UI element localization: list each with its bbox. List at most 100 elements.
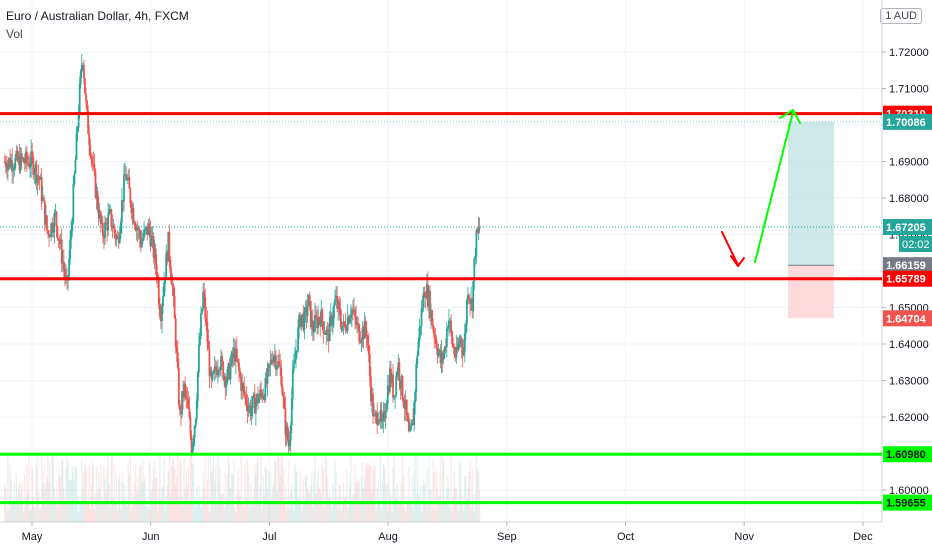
candle-body (262, 396, 265, 399)
candle-body (290, 397, 293, 426)
support-price-tag-bg (883, 270, 932, 287)
candle-body (463, 333, 466, 352)
candle-body (434, 337, 437, 339)
candle-body (68, 258, 71, 276)
candle-body (470, 299, 473, 304)
volume-bar (80, 501, 82, 522)
volume-bar (68, 479, 70, 522)
candle-body (451, 331, 454, 345)
candle-body (98, 211, 101, 219)
candle-body (136, 227, 139, 231)
volume-bar (81, 459, 83, 522)
candle-body (258, 397, 260, 403)
candle-body (186, 397, 189, 399)
volume-bar (374, 466, 376, 522)
volume-bar (267, 471, 270, 522)
candle-body (403, 405, 406, 410)
volume-bar (312, 507, 314, 522)
volume-bar (376, 487, 378, 522)
currency-unit-button[interactable]: 1 AUD (880, 8, 922, 24)
candle-body (145, 226, 148, 230)
candle-body (359, 342, 362, 344)
candle-body (126, 178, 129, 181)
volume-bar (353, 492, 355, 522)
volume-bar (300, 499, 302, 522)
volume-bar (66, 457, 68, 522)
volume-bar (146, 506, 148, 522)
candle-body (355, 317, 358, 325)
volume-bar (360, 476, 363, 522)
volume-bar (228, 462, 231, 522)
volume-bar (422, 479, 425, 522)
volume-bar (402, 474, 405, 522)
volume-bar (71, 466, 73, 522)
candle-body (304, 307, 307, 312)
volume-bar (118, 479, 120, 522)
candle-body (3, 161, 6, 163)
candle-body (387, 385, 390, 392)
candle-body (59, 239, 62, 244)
candle-body (211, 372, 214, 380)
volume-bar (217, 457, 219, 522)
volume-bar (359, 504, 362, 522)
volume-bar (333, 501, 335, 522)
candle-body (85, 93, 87, 102)
volume-bar (247, 473, 250, 522)
candle-body (113, 225, 116, 233)
candle-body (51, 223, 54, 233)
candle-body (45, 215, 47, 225)
volume-bar (91, 462, 94, 522)
candle-body (208, 348, 211, 376)
volume-bar (361, 462, 364, 522)
volume-bar (320, 494, 322, 522)
candle-body (388, 368, 391, 392)
candle-body (204, 297, 207, 319)
volume-bar (105, 491, 107, 522)
candle-body (334, 299, 336, 305)
candle-body (391, 374, 393, 384)
candle-body (417, 341, 420, 356)
volume-bar (135, 491, 138, 522)
volume-bar (83, 472, 85, 522)
candle-body (348, 318, 351, 323)
candle-body (77, 114, 80, 128)
candle-body (270, 359, 273, 363)
volume-bar (239, 496, 241, 522)
candle-body (34, 164, 37, 174)
volume-bar (352, 494, 354, 522)
volume-bar (115, 475, 118, 522)
volume-bar (377, 479, 379, 522)
candle-body (251, 396, 254, 408)
candle-body (196, 371, 199, 401)
volume-bar (58, 477, 61, 522)
candle-body (246, 404, 249, 412)
volume-bar (229, 487, 232, 522)
volume-bar (203, 488, 205, 522)
volume-bar (325, 459, 328, 522)
candle-body (184, 383, 187, 390)
candle-body (195, 400, 198, 419)
volume-bar (93, 509, 96, 522)
candle-body (152, 236, 155, 258)
candle-body (437, 351, 440, 356)
candle-body (366, 336, 369, 346)
volume-bar (313, 471, 315, 522)
candle-body (30, 151, 33, 167)
volume-bar (222, 493, 224, 522)
candle-body (364, 320, 367, 331)
green-level-2-tag-bg (883, 494, 932, 511)
candle-body (74, 159, 77, 174)
volume-bar (428, 457, 430, 522)
volume-bar (171, 459, 174, 522)
volume-bar (234, 507, 236, 522)
candle-body (220, 356, 222, 371)
candle-body (424, 296, 427, 299)
candle-body (476, 229, 479, 233)
candle-body (229, 363, 232, 380)
volume-bar (433, 471, 435, 522)
volume-bar (246, 458, 249, 522)
volume-bar (159, 452, 161, 522)
candle-body (472, 281, 475, 312)
volume-bar (303, 504, 306, 522)
